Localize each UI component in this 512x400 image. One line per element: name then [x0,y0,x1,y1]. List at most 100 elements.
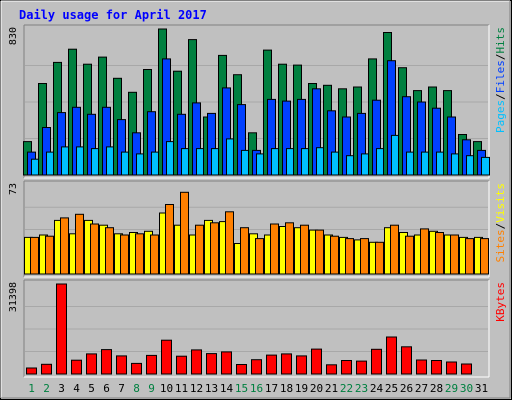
bar-kbytes-day-12 [191,349,202,375]
x-tick-label-day-30: 30 [460,382,473,395]
bar-sites-day-29 [450,234,459,275]
bar-kbytes-day-9 [146,354,157,375]
bar-sites-day-4 [75,213,84,275]
bar-sites-day-17 [270,223,279,275]
x-tick-label-day-9: 9 [148,382,155,395]
x-tick-label-day-19: 19 [295,382,308,395]
legend-entry-kbytes: KBytes [494,282,507,322]
legend-hits-files-pages: Pages/Files/Hits [494,27,507,133]
bar-kbytes-day-15 [236,364,247,375]
bar-sites-day-18 [285,222,294,275]
x-tick-label-day-26: 26 [400,382,413,395]
bar-sites-day-6 [105,227,114,275]
bar-sites-day-19 [300,224,309,275]
x-tick-label-day-8: 8 [133,382,140,395]
x-tick-label-day-20: 20 [310,382,323,395]
bar-sites-day-30 [465,238,474,275]
bar-sites-day-20 [315,229,324,275]
legend-entry-sites: Sites [494,229,507,262]
bar-kbytes-day-18 [281,353,292,375]
bar-sites-day-14 [225,211,234,275]
bar-sites-day-22 [345,238,354,275]
bar-sites-day-27 [420,228,429,275]
bar-sites-day-7 [120,234,129,275]
bar-sites-day-12 [195,224,204,275]
bar-kbytes-day-25 [386,336,397,375]
bar-kbytes-day-5 [86,353,97,375]
bar-kbytes-day-22 [341,360,352,375]
x-tick-label-day-6: 6 [103,382,110,395]
bar-kbytes-day-6 [101,349,112,375]
bar-kbytes-day-1 [26,367,37,375]
bar-sites-day-2 [45,235,54,275]
x-tick-label-day-11: 11 [175,382,188,395]
x-tick-label-day-23: 23 [355,382,368,395]
bar-kbytes-day-11 [176,355,187,375]
x-tick-label-day-24: 24 [370,382,384,395]
bar-kbytes-day-4 [71,359,82,375]
bar-sites-day-15 [240,227,249,275]
x-tick-label-day-3: 3 [58,382,65,395]
legend-entry-hits: Hits [494,27,507,54]
legend-separator: / [494,223,507,230]
x-tick-label-day-16: 16 [250,382,263,395]
bar-kbytes-day-24 [371,348,382,375]
bar-kbytes-day-10 [161,339,172,375]
bar-sites-day-11 [180,191,189,275]
bar-kbytes-day-14 [221,351,232,375]
bar-kbytes-day-2 [41,363,52,375]
x-tick-label-day-5: 5 [88,382,95,395]
bar-kbytes-day-17 [266,354,277,375]
bar-sites-day-8 [135,233,144,275]
legend-entry-visits: Visits [494,183,507,223]
x-tick-label-day-28: 28 [430,382,443,395]
bar-kbytes-day-20 [311,348,322,375]
x-tick-label-day-10: 10 [160,382,173,395]
y-max-label: 31398 [8,282,19,312]
bar-sites-day-9 [150,234,159,275]
bar-kbytes-day-26 [401,346,412,375]
x-tick-label-day-31: 31 [475,382,488,395]
x-tick-label-day-21: 21 [325,382,338,395]
bar-kbytes-day-19 [296,355,307,375]
bar-kbytes-day-13 [206,353,217,375]
bar-sites-day-16 [255,238,264,275]
bar-kbytes-day-27 [416,359,427,375]
bar-kbytes-day-23 [356,360,367,375]
bar-kbytes-day-29 [446,361,457,375]
bar-sites-day-28 [435,232,444,275]
bar-sites-day-23 [360,238,369,275]
legend-kbytes: KBytes [494,282,507,322]
bar-sites-day-26 [405,235,414,275]
legend-visits-sites: Sites/Visits [494,183,507,263]
bar-sites-day-24 [375,241,384,275]
bar-pages-day-31 [481,156,490,176]
legend-entry-pages: Pages [494,100,507,133]
bar-sites-day-25 [390,224,399,275]
chart-title: Daily usage for April 2017 [19,8,207,22]
bar-sites-day-3 [60,217,69,275]
legend-separator: / [494,54,507,61]
bar-sites-day-5 [90,223,99,275]
x-tick-label-day-17: 17 [265,382,278,395]
bar-sites-day-31 [480,238,489,275]
x-tick-label-day-13: 13 [205,382,218,395]
bar-sites-day-10 [165,204,174,275]
bar-kbytes-day-16 [251,359,262,375]
y-max-label: 830 [8,27,19,45]
x-axis-labels: 1 2 3 4 5 6 7 8 9 10 11 12 13 14 15 16 17 18 19 20 21 22 23 24 2… [28,382,488,395]
x-tick-label-day-14: 14 [220,382,234,395]
y-max-label: 73 [8,183,19,195]
x-tick-label-day-2: 2 [43,382,50,395]
bar-kbytes-day-21 [326,364,337,375]
x-tick-label-day-15: 15 [235,382,248,395]
bar-kbytes-day-28 [431,360,442,375]
bar-kbytes-day-3 [56,283,67,375]
bar-sites-day-1 [30,236,39,275]
x-tick-label-day-7: 7 [118,382,125,395]
x-tick-label-day-22: 22 [340,382,353,395]
